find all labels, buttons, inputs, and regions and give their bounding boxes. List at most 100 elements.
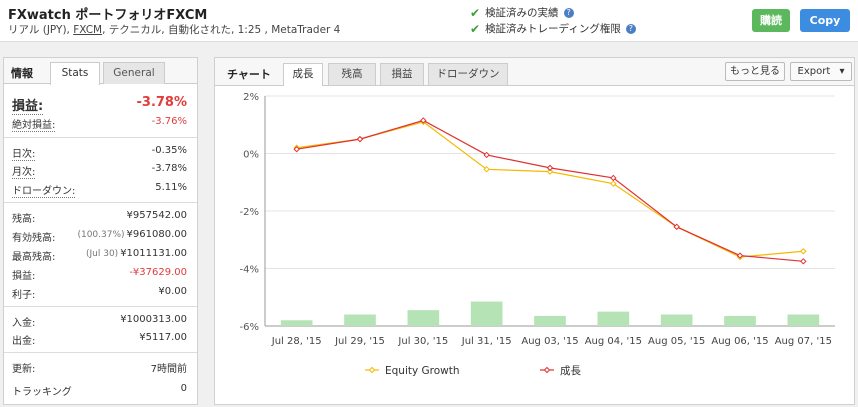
series-point bbox=[546, 164, 554, 172]
legend-marker bbox=[368, 366, 376, 374]
y-tick-label: -4% bbox=[240, 265, 259, 276]
check-icon: ✔ bbox=[470, 5, 481, 20]
x-tick-label: Jul 31, '15 bbox=[461, 336, 512, 347]
y-tick-label: -6% bbox=[240, 322, 259, 333]
tab-profit[interactable]: 損益 bbox=[380, 63, 424, 85]
tab-drawdown[interactable]: ドローダウン bbox=[428, 63, 508, 85]
absolute-gain-value: -3.76% bbox=[151, 116, 187, 127]
stat-profit: 損益: -¥37629.00 bbox=[12, 267, 187, 282]
series-point bbox=[800, 258, 807, 265]
info-panel: 情報 Stats General 損益: -3.78% 絶対損益: -3.76%… bbox=[3, 57, 198, 405]
gain-value: -3.78% bbox=[136, 95, 188, 110]
stat-deposits: 入金: ¥1000313.00 bbox=[12, 314, 187, 329]
y-axis: 2% 0% -2% -4% -6% bbox=[240, 92, 259, 333]
x-tick-label: Jul 30, '15 bbox=[397, 336, 448, 347]
chevron-down-icon: ▾ bbox=[839, 66, 845, 77]
x-tick-label: Jul 28, '15 bbox=[271, 336, 322, 347]
series-point bbox=[483, 166, 490, 173]
x-axis: Jul 28, '15 Jul 29, '15 Jul 30, '15 Jul 31,… bbox=[271, 336, 832, 347]
interest-value: ¥0.00 bbox=[158, 286, 187, 297]
bar bbox=[534, 315, 566, 326]
x-tick-label: Aug 05, '15 bbox=[648, 336, 705, 347]
line-series bbox=[293, 117, 807, 265]
highest-value: ¥1011131.00 bbox=[120, 248, 187, 259]
interest-label: 利子: bbox=[12, 290, 36, 301]
absolute-gain-label: 絶対損益: bbox=[12, 116, 56, 132]
stat-highest: 最高残高: (Jul 30) ¥1011131.00 bbox=[12, 248, 187, 263]
deposits-value: ¥1000313.00 bbox=[120, 314, 187, 325]
drawdown-label: ドローダウン: bbox=[12, 182, 76, 198]
series-point bbox=[546, 168, 554, 175]
follow-button[interactable]: 購読 bbox=[752, 9, 790, 32]
more-button[interactable]: もっと見る bbox=[725, 62, 785, 81]
verified-trading-privileges: ✔ 検証済みトレーディング権限 ? bbox=[470, 21, 636, 36]
profit-value: -¥37629.00 bbox=[129, 267, 187, 278]
divider bbox=[4, 306, 197, 307]
divider bbox=[4, 352, 197, 353]
info-panel-header: 情報 Stats General bbox=[4, 58, 197, 85]
export-dropdown[interactable]: Export ▾ bbox=[790, 62, 852, 81]
stat-interest: 利子: ¥0.00 bbox=[12, 286, 187, 301]
chart-legend[interactable]: Equity Growth 成長 bbox=[365, 365, 581, 377]
equity-label: 有効残高: bbox=[12, 233, 56, 244]
stat-absolute-gain: 絶対損益: -3.76% bbox=[12, 116, 187, 132]
x-tick-label: Aug 04, '15 bbox=[585, 336, 642, 347]
tracking-value: 0 bbox=[180, 383, 187, 394]
x-tick-label: Jul 29, '15 bbox=[334, 336, 385, 347]
bar bbox=[660, 314, 693, 326]
tab-balance[interactable]: 残高 bbox=[328, 63, 376, 85]
copy-button[interactable]: Copy bbox=[800, 9, 850, 32]
divider bbox=[4, 137, 197, 138]
x-tick-label: Aug 03, '15 bbox=[521, 336, 578, 347]
series-line bbox=[296, 121, 804, 258]
monthly-label: 月次: bbox=[12, 163, 36, 179]
bar bbox=[470, 301, 503, 326]
chart-panel: チャート 成長 残高 損益 ドローダウン もっと見る Export ▾ 2% 0%… bbox=[214, 57, 855, 405]
series-point bbox=[483, 151, 490, 159]
updated-label: 更新: bbox=[12, 364, 36, 375]
withdrawals-label: 出金: bbox=[12, 336, 36, 347]
y-tick-label: 2% bbox=[243, 92, 259, 103]
equity-value: ¥961080.00 bbox=[126, 229, 187, 240]
chart-panel-header: チャート 成長 残高 損益 ドローダウン もっと見る Export ▾ bbox=[215, 58, 854, 86]
verified-trading-privileges-label: 検証済みトレーディング権限 bbox=[485, 23, 621, 35]
highest-date: (Jul 30) bbox=[85, 249, 119, 259]
divider bbox=[4, 202, 197, 203]
profit-label: 損益: bbox=[12, 271, 36, 282]
stat-balance: 残高: ¥957542.00 bbox=[12, 210, 187, 225]
highest-label: 最高残高: bbox=[12, 252, 56, 263]
subtitle-details: , テクニカル, 自動化された, 1:25 , MetaTrader 4 bbox=[102, 24, 341, 36]
bar bbox=[597, 311, 630, 326]
withdrawals-value: ¥5117.00 bbox=[139, 332, 187, 343]
y-tick-label: -2% bbox=[240, 207, 259, 218]
stat-updated: 更新: 7時間前 bbox=[12, 360, 187, 375]
tab-general[interactable]: General bbox=[103, 62, 165, 84]
system-header: FXwatch ポートフォリオFXCM リアル (JPY), FXCM, テクニ… bbox=[0, 0, 858, 42]
series-point bbox=[610, 180, 617, 187]
y-tick-label: 0% bbox=[243, 150, 259, 161]
bar-series bbox=[280, 301, 820, 326]
stat-drawdown: ドローダウン: 5.11% bbox=[12, 182, 187, 198]
stat-equity: 有効残高: (100.37%) ¥961080.00 bbox=[12, 229, 187, 244]
tab-growth[interactable]: 成長 bbox=[283, 63, 323, 86]
daily-value: -0.35% bbox=[151, 145, 187, 156]
help-icon[interactable]: ? bbox=[563, 7, 574, 18]
bar bbox=[344, 314, 376, 326]
series-point bbox=[736, 252, 744, 259]
tab-stats[interactable]: Stats bbox=[50, 62, 100, 85]
help-icon[interactable]: ? bbox=[625, 23, 636, 34]
series-line bbox=[296, 119, 804, 262]
series-point bbox=[420, 117, 427, 124]
bar bbox=[787, 314, 820, 326]
system-title: FXwatch ポートフォリオFXCM bbox=[8, 8, 208, 23]
stat-gain: 損益: -3.78% bbox=[12, 95, 188, 115]
check-icon: ✔ bbox=[470, 21, 481, 36]
legend-label: Equity Growth bbox=[385, 365, 460, 377]
broker-link[interactable]: FXCM bbox=[73, 24, 103, 36]
x-tick-label: Aug 07, '15 bbox=[775, 336, 832, 347]
stat-daily: 日次: -0.35% bbox=[12, 145, 187, 161]
drawdown-value: 5.11% bbox=[155, 182, 187, 193]
series-point bbox=[800, 248, 807, 255]
verified-track-record-label: 検証済みの実績 bbox=[485, 7, 559, 19]
tracking-label: トラッキング bbox=[12, 387, 72, 398]
